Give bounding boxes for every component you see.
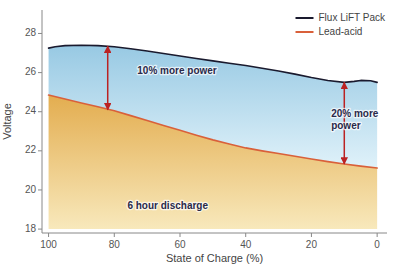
chart: 100 80 60 40 20 0 18 20 22 24 26 28 State of Charge … — [0, 0, 397, 267]
y-tick — [38, 150, 42, 151]
x-tick-label: 80 — [109, 239, 121, 250]
y-tick-label: 18 — [25, 223, 37, 234]
annotation-line: 20% more — [331, 107, 379, 118]
x-tick-label: 100 — [40, 239, 57, 250]
y-axis-line — [42, 10, 43, 233]
annotation-line: 10% more power — [137, 64, 217, 75]
x-tick — [311, 233, 312, 237]
y-tick — [38, 229, 42, 230]
y-tick-label: 24 — [25, 105, 37, 116]
series-line — [49, 95, 378, 168]
x-tick — [180, 233, 181, 237]
legend: Flux LiFT Pack Lead-acid — [296, 12, 386, 37]
x-tick — [377, 233, 378, 237]
y-tick — [38, 111, 42, 112]
y-axis-label: Voltage — [1, 103, 13, 140]
x-axis-line — [42, 233, 387, 234]
x-tick-label: 0 — [374, 239, 380, 250]
y-tick-label: 22 — [25, 144, 37, 155]
area-gain — [49, 45, 378, 168]
x-tick-label: 20 — [306, 239, 318, 250]
x-tick-label: 40 — [240, 239, 252, 250]
x-tick — [245, 233, 246, 237]
arrow — [107, 46, 109, 110]
x-tick — [48, 233, 49, 237]
y-tick-label: 28 — [25, 27, 37, 38]
legend-label: Flux LiFT Pack — [319, 12, 386, 23]
annotation-line: 6 hour discharge — [127, 199, 208, 210]
annotation-line: power — [331, 119, 361, 130]
legend-label: Lead-acid — [319, 26, 363, 37]
y-tick — [38, 33, 42, 34]
x-tick-label: 60 — [174, 239, 186, 250]
y-tick-label: 26 — [25, 66, 37, 77]
annotation: 10% more power — [137, 64, 217, 75]
y-tick — [38, 72, 42, 73]
annotation: 6 hour discharge — [127, 199, 208, 210]
plot-area — [49, 45, 378, 229]
legend-swatch — [296, 31, 314, 33]
x-tick — [114, 233, 115, 237]
axes: 100 80 60 40 20 0 18 20 22 24 26 28 — [25, 10, 387, 250]
y-tick — [38, 189, 42, 190]
annotation: 20% morepower — [331, 107, 379, 130]
legend-swatch — [296, 17, 314, 19]
x-axis-label: State of Charge (%) — [166, 252, 263, 264]
series-line — [49, 45, 378, 82]
y-tick-label: 20 — [25, 184, 37, 195]
